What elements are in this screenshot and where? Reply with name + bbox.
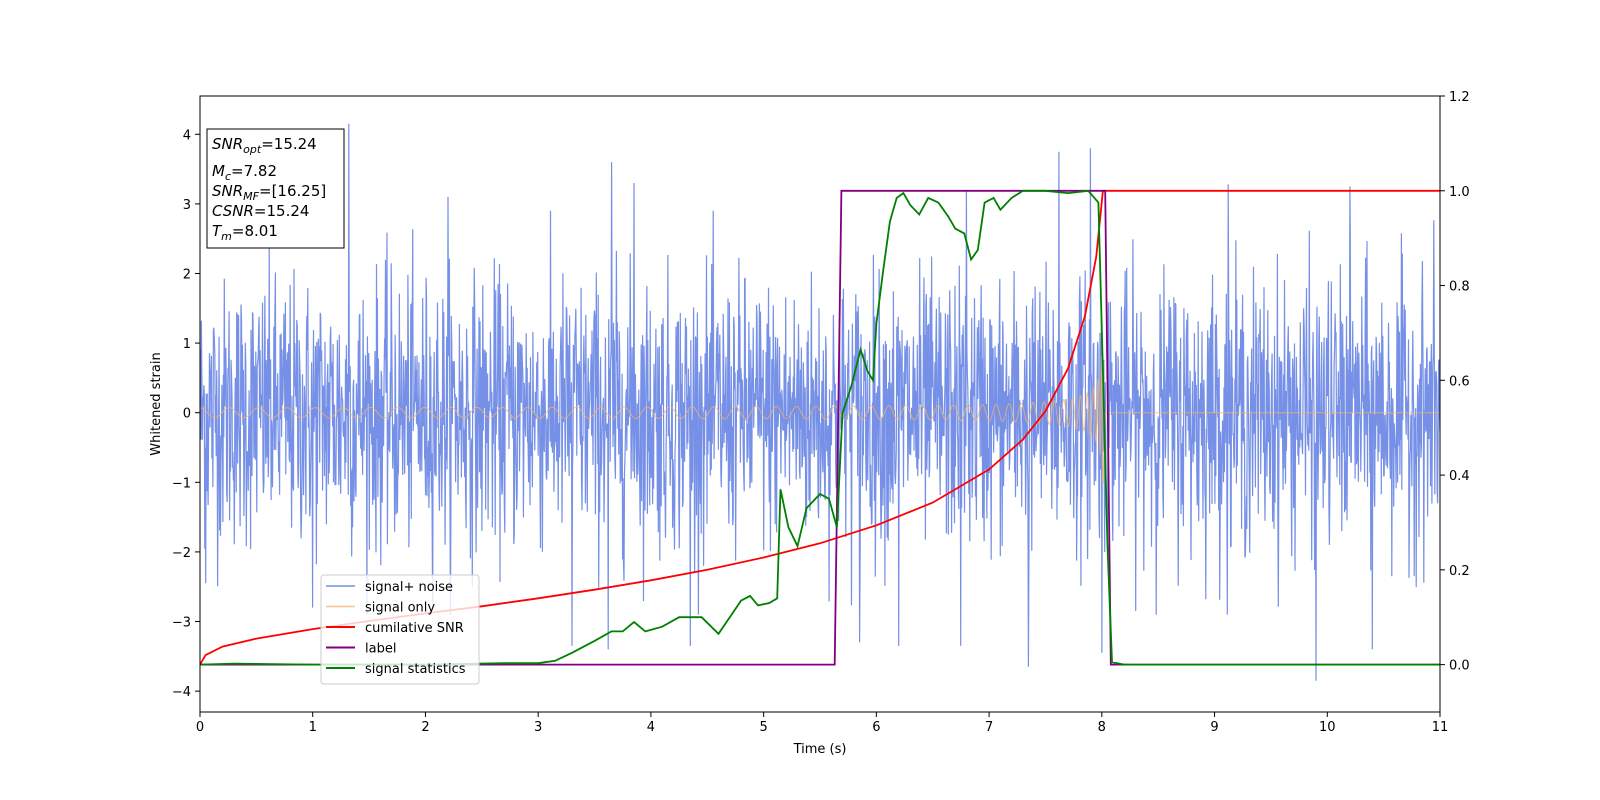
y-tick-label: 3 <box>183 198 191 213</box>
x-tick-label: 4 <box>647 720 655 735</box>
y2-tick-label: 0.6 <box>1449 374 1470 389</box>
y-axis-label: Whitened strain <box>149 352 164 455</box>
y-tick-label: −2 <box>172 546 191 561</box>
series-layer <box>200 123 1440 681</box>
x-tick-label: 9 <box>1210 720 1218 735</box>
x-tick-label: 10 <box>1319 720 1336 735</box>
series-signal-only <box>200 355 1440 484</box>
plot-frame <box>199 95 1441 713</box>
x-tick-label: 3 <box>534 720 542 735</box>
x-tick-label: 1 <box>309 720 317 735</box>
series-signal-noise <box>200 123 1440 681</box>
legend-item: signal statistics <box>326 662 466 677</box>
legend-label: signal statistics <box>365 662 466 677</box>
x-axis-label: Time (s) <box>793 742 847 757</box>
x-tick-label: 7 <box>985 720 993 735</box>
legend-label: cumilative SNR <box>365 621 464 636</box>
annotation-line: Tm=8.01 <box>212 222 278 243</box>
y-tick-label: −3 <box>172 616 191 631</box>
y2-tick-label: 1.0 <box>1449 185 1470 200</box>
y-axis-right: 0.0 0.2 0.4 0.6 0.8 1.0 1.2 <box>1440 90 1470 674</box>
legend-label: signal+ noise <box>365 580 453 595</box>
annotation-line: SNRMF=[16.25] <box>212 182 326 203</box>
y2-tick-label: 1.2 <box>1449 90 1470 105</box>
x-tick-label: 0 <box>196 720 204 735</box>
legend: signal+ noise signal only cumilative SNR la… <box>320 574 480 685</box>
y-axis-left: −4 −3 −2 −1 0 1 2 3 4 <box>172 128 200 700</box>
annotation-line: CSNR=15.24 <box>212 202 309 220</box>
legend-frame <box>320 574 480 685</box>
y-tick-label: 0 <box>183 407 191 422</box>
annotation-line: SNRopt=15.24 <box>212 135 317 156</box>
y2-tick-label: 0.8 <box>1449 280 1470 295</box>
legend-item: cumilative SNR <box>326 621 464 636</box>
x-tick-label: 11 <box>1432 720 1449 735</box>
y2-tick-label: 0.4 <box>1449 469 1470 484</box>
x-tick-label: 6 <box>872 720 880 735</box>
series-signal-statistics <box>200 189 1440 666</box>
annotation-line: Mc=7.82 <box>212 162 277 183</box>
y-tick-label: −4 <box>172 685 191 700</box>
x-tick-label: 8 <box>1098 720 1106 735</box>
x-tick-label: 5 <box>759 720 767 735</box>
legend-label: signal only <box>365 601 435 616</box>
x-tick-label: 2 <box>421 720 429 735</box>
info-annotation-box: SNRopt=15.24 Mc=7.82SNRMF=[16.25]CSNR=15.… <box>206 128 345 249</box>
y-tick-label: 4 <box>183 128 191 143</box>
y-tick-label: −1 <box>172 476 191 491</box>
y2-tick-label: 0.0 <box>1449 659 1470 674</box>
legend-item: signal only <box>326 601 435 616</box>
y-tick-label: 2 <box>183 267 191 282</box>
series-cumilative-snr <box>200 189 1440 666</box>
y-tick-label: 1 <box>183 337 191 352</box>
x-axis: 0 1 2 3 4 5 6 7 8 9 10 11 <box>196 712 1448 735</box>
legend-item: label <box>326 642 396 657</box>
legend-item: signal+ noise <box>326 580 453 595</box>
y2-tick-label: 0.2 <box>1449 564 1470 579</box>
legend-label: label <box>365 642 396 657</box>
annotation-frame <box>206 128 345 249</box>
